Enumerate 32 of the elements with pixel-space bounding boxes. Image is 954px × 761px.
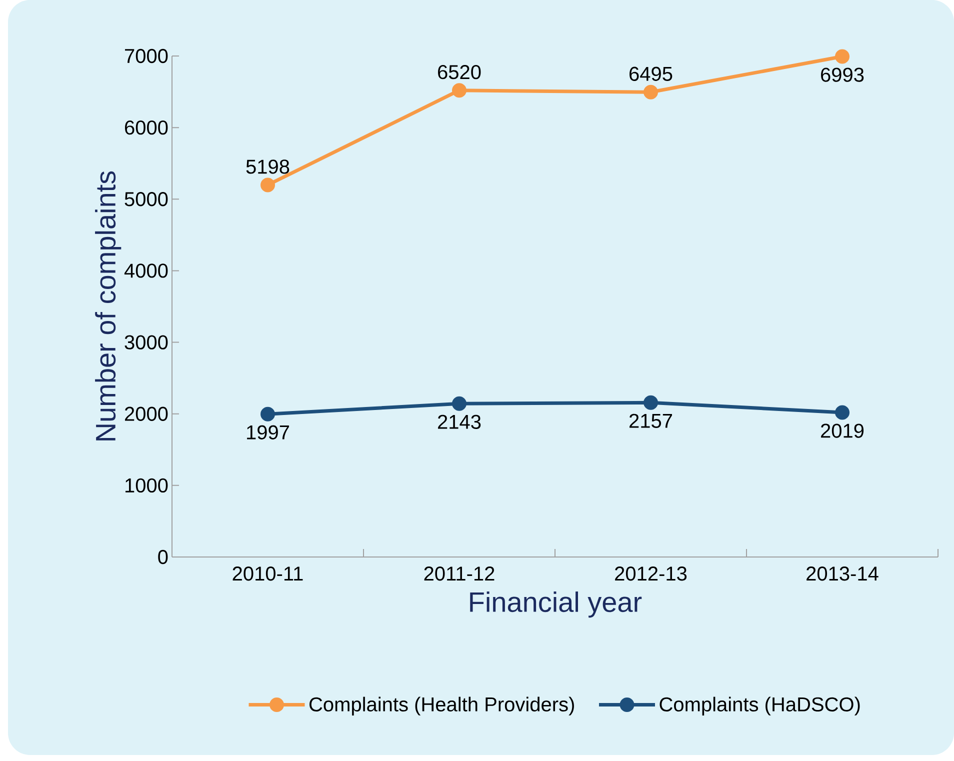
point xyxy=(260,178,276,192)
point xyxy=(644,84,658,100)
y-tick-label: 2000 xyxy=(124,406,168,421)
x-tick-label: 2013-14 xyxy=(806,566,878,581)
data-label: 6520 xyxy=(438,64,481,80)
point xyxy=(835,405,850,420)
data-label: 6993 xyxy=(821,68,864,82)
data-label: 1997 xyxy=(247,425,289,440)
y-tick-label: 6000 xyxy=(125,120,168,135)
y-tick-label: 1000 xyxy=(126,478,168,493)
data-label: 5198 xyxy=(246,160,290,174)
data-label: 6495 xyxy=(630,66,672,81)
y-tick-label: 5000 xyxy=(124,192,168,206)
y-axis-title: Number of complaints xyxy=(95,171,122,440)
y-tick-label: 0 xyxy=(158,550,168,564)
x-tick-label: 2011-12 xyxy=(424,566,494,581)
y-tick-label: 4000 xyxy=(124,264,168,278)
data-label: 2143 xyxy=(438,414,481,429)
legend-label: Complaints (Health Providers) xyxy=(310,696,574,716)
point xyxy=(644,395,658,410)
x-axis-title: Financial year xyxy=(470,592,642,618)
y-tick-label: 3000 xyxy=(124,335,168,350)
data-label: 2019 xyxy=(821,424,864,438)
x-tick-label: 2010-11 xyxy=(232,566,303,581)
data-label: 2157 xyxy=(630,414,672,428)
point xyxy=(835,49,850,64)
y-tick-label: 7000 xyxy=(125,48,168,64)
point xyxy=(260,406,276,422)
x-tick-label: 2012-13 xyxy=(615,566,687,581)
point xyxy=(452,83,467,98)
point xyxy=(452,396,467,411)
legend-label: Complaints (HaDSCO) xyxy=(660,696,860,716)
